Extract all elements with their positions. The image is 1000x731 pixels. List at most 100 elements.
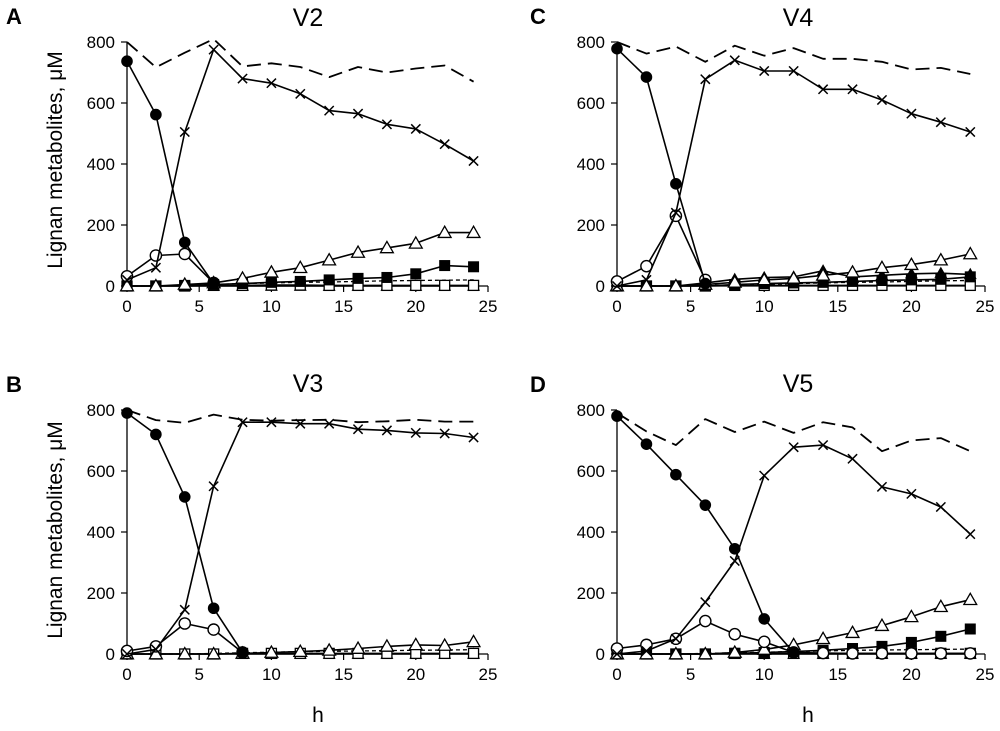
data-point — [150, 644, 162, 655]
data-point — [727, 274, 743, 288]
data-point — [439, 260, 451, 272]
x-tick-label: 10 — [755, 665, 774, 684]
panel-title: V4 — [783, 4, 814, 32]
data-point — [699, 499, 712, 511]
series-line — [126, 60, 215, 285]
data-point — [150, 428, 162, 441]
x-tick-label: 0 — [122, 665, 131, 684]
series-line — [616, 215, 707, 283]
data-point — [905, 647, 918, 660]
data-point — [323, 274, 335, 286]
data-point — [728, 542, 741, 555]
data-point — [352, 424, 364, 435]
data-point — [668, 278, 684, 292]
data-point — [847, 84, 858, 95]
series-1-x — [611, 55, 976, 292]
data-point — [611, 410, 623, 422]
y-tick-label: 0 — [106, 277, 115, 296]
data-point — [321, 642, 337, 656]
y-tick-label: 800 — [87, 401, 115, 420]
series-line — [616, 48, 707, 284]
data-point — [670, 468, 682, 481]
data-point — [965, 529, 976, 540]
data-point — [350, 244, 366, 258]
x-tick-label: 5 — [194, 665, 203, 684]
chart-panel-b: B V3 0 5 10 15 20 25 0 200 400 600 800 — [6, 370, 497, 684]
y-tick-label: 400 — [577, 155, 605, 174]
series-1-x — [611, 439, 976, 660]
data-point — [846, 647, 859, 660]
data-point — [964, 623, 976, 635]
data-point — [728, 627, 742, 641]
data-point — [817, 84, 829, 95]
data-point — [234, 270, 251, 284]
x-tick-label: 20 — [406, 297, 425, 316]
data-point — [408, 637, 424, 651]
x-tick-label: 20 — [902, 665, 921, 684]
data-point — [324, 105, 335, 116]
data-point — [121, 407, 133, 419]
data-point — [906, 108, 917, 119]
data-point — [874, 259, 890, 274]
series-line — [126, 48, 475, 281]
data-point — [121, 55, 133, 68]
data-point — [468, 432, 479, 443]
y-axis-title-top: Lignan metabolites, μM — [44, 51, 67, 269]
data-point — [207, 602, 220, 615]
data-point — [759, 65, 770, 77]
y-tick-label: 600 — [87, 94, 115, 113]
data-point — [207, 277, 220, 290]
data-point — [321, 252, 337, 266]
chart-panel-c: C V4 0 5 10 15 20 25 0 200 400 600 800 — [530, 4, 994, 316]
series-8-long-dash — [616, 41, 971, 75]
data-point — [903, 609, 919, 623]
y-tick-label: 0 — [596, 645, 605, 664]
data-point — [121, 648, 133, 660]
data-point — [437, 224, 453, 239]
data-point — [815, 631, 831, 645]
panel-letter: D — [530, 372, 546, 397]
data-point — [757, 635, 771, 649]
data-point — [410, 279, 422, 292]
y-tick-label: 200 — [577, 584, 605, 603]
series-8-long-dash — [616, 412, 971, 453]
data-point — [178, 617, 192, 630]
y-tick-label: 400 — [87, 523, 115, 542]
x-axis-title-left: h — [312, 704, 324, 727]
data-point — [266, 78, 277, 89]
data-point — [668, 646, 684, 660]
y-tick-label: 200 — [87, 584, 115, 603]
x-tick-label: 5 — [686, 665, 695, 684]
data-point — [408, 235, 424, 249]
data-point — [844, 624, 861, 639]
x-tick-label: 25 — [479, 665, 498, 684]
data-point — [816, 646, 830, 660]
data-point — [119, 278, 135, 292]
data-point — [641, 645, 652, 657]
panel-letter: B — [6, 372, 22, 397]
data-point — [236, 646, 249, 659]
data-point — [638, 278, 654, 292]
data-point — [700, 74, 711, 85]
data-point — [815, 267, 831, 281]
series-line — [126, 421, 474, 655]
series-0-filled-circle — [611, 42, 712, 290]
chart-panel-d: D V5 0 5 10 15 20 25 0 200 400 600 800 — [530, 370, 994, 684]
data-point — [611, 42, 623, 55]
data-point — [844, 264, 861, 278]
data-point — [410, 427, 421, 439]
data-point — [729, 55, 740, 66]
data-point — [178, 491, 191, 503]
data-point — [179, 126, 190, 138]
series-0-filled-circle — [121, 55, 220, 290]
x-tick-label: 20 — [902, 297, 921, 316]
x-tick-label: 20 — [406, 665, 425, 684]
x-tick-label: 15 — [828, 297, 847, 316]
y-tick-label: 800 — [87, 33, 115, 52]
data-point — [352, 272, 364, 284]
data-point — [874, 617, 890, 632]
x-tick-label: 25 — [479, 297, 498, 316]
data-point — [965, 126, 976, 138]
data-point — [934, 647, 948, 660]
